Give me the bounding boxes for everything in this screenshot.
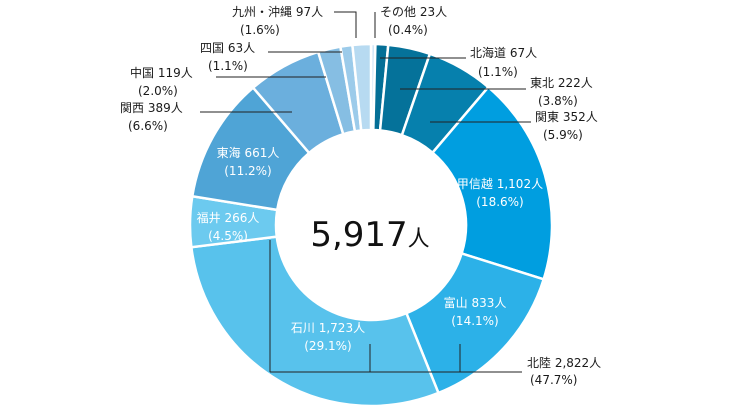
slice-percent-4: (18.6%) [476, 195, 523, 209]
slice-label-6: 石川 1,723人 [291, 321, 365, 335]
slice-label-12: 九州・沖縄 97人 [232, 4, 323, 19]
slice-label-1: 北海道 67人 [470, 45, 537, 60]
slice-percent-5: (14.1%) [451, 314, 498, 328]
center-total-unit: 人 [408, 227, 430, 252]
slice-percent-12: (1.6%) [240, 23, 280, 37]
slice-label-8: 東海 661人 [217, 145, 280, 160]
slice-percent-2: (3.8%) [538, 94, 578, 108]
slice-percent-8: (11.2%) [224, 164, 271, 178]
slice-percent-11: (1.1%) [208, 59, 248, 73]
slice-label-11: 四国 63人 [200, 41, 255, 55]
slice-label-5: 富山 833人 [444, 295, 507, 310]
slice-percent-10: (2.0%) [138, 84, 178, 98]
group-percent-0: (47.7%) [530, 373, 577, 387]
slice-percent-7: (4.5%) [208, 229, 248, 243]
donut-slices [188, 42, 554, 408]
slice-label-10: 中国 119人 [130, 65, 193, 80]
leader-line-12 [334, 11, 357, 38]
slice-label-4: 甲信越 1,102人 [457, 177, 543, 191]
slice-percent-3: (5.9%) [543, 128, 583, 142]
leader-lines [200, 11, 531, 373]
center-total: 5,917人 [310, 215, 429, 255]
slice-label-7: 福井 266人 [197, 210, 260, 225]
slice-label-3: 関東 352人 [535, 110, 598, 124]
group-label-0: 北陸 2,822人 [527, 356, 601, 370]
slice-percent-9: (6.6%) [128, 119, 168, 133]
slice-label-2: 東北 222人 [530, 76, 593, 90]
slice-label-0: その他 23人 [380, 5, 447, 19]
slice-percent-0: (0.4%) [388, 23, 428, 37]
center-total-number: 5,917 [310, 215, 407, 255]
slice-6 [189, 235, 441, 408]
slice-label-9: 関西 389人 [120, 101, 183, 115]
slice-percent-6: (29.1%) [304, 339, 351, 353]
slice-4 [430, 85, 554, 281]
slice-12 [351, 42, 373, 132]
slice-percent-1: (1.1%) [478, 65, 518, 79]
slice-labels: その他 23人 (0.4%) 北海道 67人 (1.1%) 東北 222人 (3.8%) 関… [120, 4, 601, 387]
